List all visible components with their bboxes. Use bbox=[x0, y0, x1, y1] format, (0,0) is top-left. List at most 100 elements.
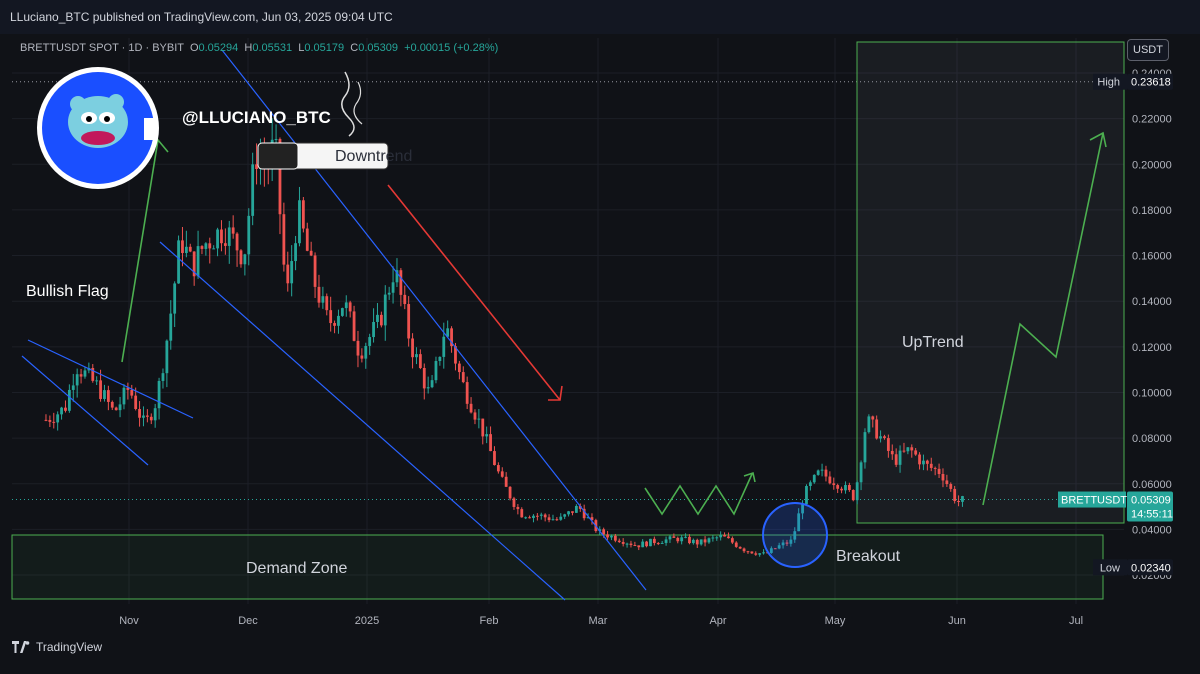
candle-body bbox=[227, 227, 231, 246]
candle-body bbox=[110, 401, 114, 408]
candle-body bbox=[844, 485, 847, 491]
candle-body bbox=[184, 246, 188, 254]
candle-body bbox=[902, 450, 906, 452]
candle-body bbox=[543, 514, 547, 518]
candle-body bbox=[422, 368, 426, 389]
candle-body bbox=[727, 536, 730, 539]
candle-body bbox=[547, 517, 551, 521]
candle-body bbox=[415, 354, 418, 358]
candle-body bbox=[578, 505, 582, 509]
y-tick-label: 0.20000 bbox=[1132, 159, 1172, 171]
candle-body bbox=[126, 387, 130, 390]
candle-body bbox=[836, 485, 840, 489]
high-marker-label: High bbox=[1097, 77, 1120, 89]
tradingview-footer[interactable]: TradingView bbox=[12, 640, 102, 654]
downtrend-channel-upper bbox=[221, 49, 647, 591]
candle-body bbox=[524, 517, 528, 519]
candle-body bbox=[208, 243, 212, 249]
axes: High 0.23618 Low 0.02340 BRETTUSDT 0.05309 14:… bbox=[1058, 73, 1173, 576]
candle-body bbox=[372, 321, 375, 338]
candle-body bbox=[83, 370, 87, 377]
y-tick-label: 0.22000 bbox=[1132, 114, 1172, 126]
candle-body bbox=[387, 292, 391, 295]
candle-body bbox=[758, 553, 762, 555]
candle-body bbox=[220, 229, 223, 244]
candle-body bbox=[641, 541, 645, 548]
candle-body bbox=[656, 543, 660, 545]
uptrend-arrowhead bbox=[1089, 131, 1107, 148]
candle-body bbox=[239, 250, 243, 265]
high-marker-value: 0.23618 bbox=[1131, 77, 1171, 89]
downtrend-arrowhead bbox=[548, 385, 563, 401]
last-countdown: 14:55:11 bbox=[1131, 509, 1173, 521]
low-marker-value: 0.02340 bbox=[1131, 562, 1171, 574]
x-tick-label: Mar bbox=[589, 615, 608, 627]
zigzag-arrow bbox=[644, 473, 753, 516]
candle-body bbox=[165, 340, 169, 374]
y-tick-label: 0.08000 bbox=[1132, 433, 1172, 445]
candle-body bbox=[426, 387, 430, 389]
candle-body bbox=[348, 302, 352, 312]
candle-body bbox=[161, 373, 165, 381]
candle-body bbox=[883, 436, 886, 439]
candle-body bbox=[797, 513, 801, 532]
candle-body bbox=[961, 496, 964, 502]
candle-body bbox=[769, 548, 773, 553]
candle-body bbox=[134, 395, 138, 410]
chart-frame bbox=[0, 34, 1200, 674]
y-tick-label: 0.10000 bbox=[1132, 387, 1172, 399]
candle-body bbox=[910, 447, 914, 451]
currency-button[interactable]: USDT bbox=[1127, 39, 1169, 61]
candle-body bbox=[469, 403, 473, 413]
candle-body bbox=[196, 246, 200, 277]
last-symbol-bg bbox=[1058, 491, 1126, 508]
candle-body bbox=[255, 164, 258, 169]
candle-body bbox=[79, 374, 83, 377]
watermark-handle: @LLUCIANO_BTC bbox=[182, 108, 331, 127]
pepe-mouth bbox=[81, 131, 115, 145]
candle-body bbox=[539, 514, 543, 516]
candle-body bbox=[559, 516, 563, 520]
high-marker-label-bg bbox=[1093, 73, 1127, 90]
candle-body bbox=[633, 545, 637, 547]
candle-body bbox=[67, 389, 71, 411]
candle-body bbox=[75, 374, 79, 386]
low-marker-label-bg bbox=[1093, 559, 1127, 576]
candle-body bbox=[290, 261, 294, 284]
candle-body bbox=[801, 504, 804, 514]
candle-body bbox=[738, 546, 742, 549]
candle-body bbox=[138, 409, 141, 418]
candle-body bbox=[411, 338, 414, 358]
candle-body bbox=[863, 432, 867, 463]
x-tick-label: Jun bbox=[948, 615, 966, 627]
candle-body bbox=[321, 296, 325, 303]
high-label: H bbox=[244, 42, 253, 54]
publisher-text: LLuciano_BTC published on TradingView.co… bbox=[10, 10, 393, 24]
candle-body bbox=[762, 552, 765, 554]
candle-body bbox=[680, 537, 684, 542]
candle-body bbox=[216, 229, 219, 249]
candle-body bbox=[376, 314, 379, 322]
candle-body bbox=[746, 551, 750, 553]
high-value: 0.05531 bbox=[252, 42, 293, 54]
candle-body bbox=[504, 476, 508, 487]
candle-body bbox=[937, 468, 941, 475]
candle-body bbox=[313, 255, 317, 287]
symbol-label[interactable]: BRETTUSDT SPOT · 1D · BYBIT bbox=[20, 42, 184, 54]
open-value: 0.05294 bbox=[198, 42, 239, 54]
candle-body bbox=[773, 548, 777, 550]
candle-body bbox=[516, 506, 520, 510]
candle-body bbox=[606, 534, 609, 538]
candle-body bbox=[730, 538, 734, 543]
candle-body bbox=[142, 415, 145, 418]
candle-body bbox=[356, 340, 360, 356]
candle-body bbox=[407, 304, 411, 339]
x-tick-label: 2025 bbox=[355, 615, 379, 627]
y-tick-label: 0.06000 bbox=[1132, 479, 1172, 491]
candle-body bbox=[243, 254, 247, 265]
candle-body bbox=[278, 139, 282, 215]
candle-body bbox=[941, 474, 945, 481]
candle-body bbox=[664, 539, 668, 543]
smoke-line bbox=[341, 71, 355, 137]
